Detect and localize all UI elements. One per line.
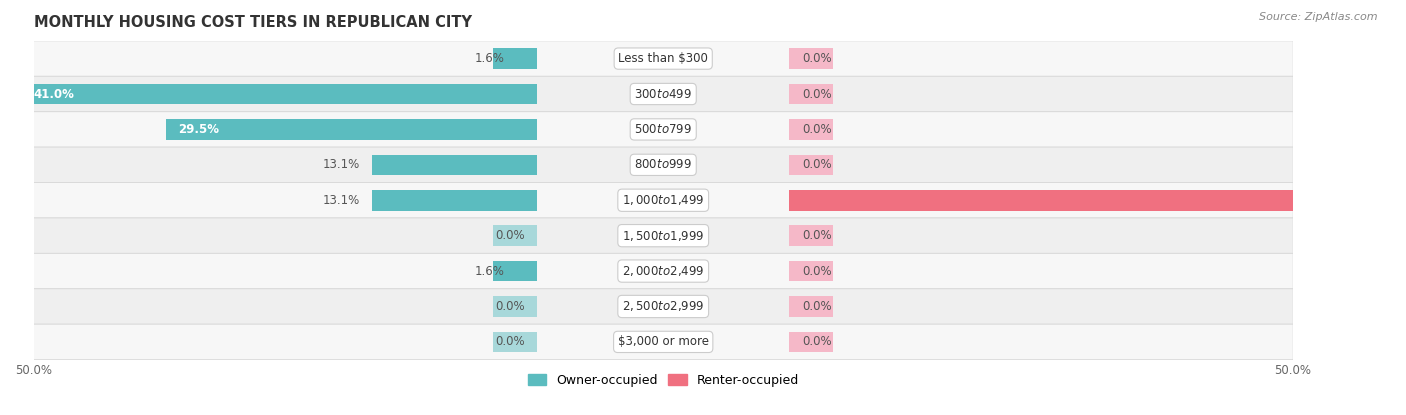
FancyBboxPatch shape xyxy=(34,289,1294,324)
FancyBboxPatch shape xyxy=(34,147,1294,183)
Bar xyxy=(494,332,537,352)
Text: $500 to $799: $500 to $799 xyxy=(634,123,692,136)
Bar xyxy=(166,119,537,140)
Bar xyxy=(494,84,537,104)
Bar xyxy=(517,261,537,281)
Bar xyxy=(494,119,537,140)
Bar xyxy=(789,48,834,69)
Text: 0.0%: 0.0% xyxy=(801,52,831,65)
Bar xyxy=(789,190,1406,210)
Bar xyxy=(494,190,537,210)
Bar xyxy=(21,84,537,104)
Bar xyxy=(789,225,834,246)
Text: 0.0%: 0.0% xyxy=(801,335,831,349)
Bar xyxy=(789,296,834,317)
Text: 0.0%: 0.0% xyxy=(495,229,524,242)
Text: 0.0%: 0.0% xyxy=(801,229,831,242)
Text: 0.0%: 0.0% xyxy=(495,300,524,313)
Bar xyxy=(789,119,834,140)
Text: $800 to $999: $800 to $999 xyxy=(634,159,692,171)
FancyBboxPatch shape xyxy=(34,76,1294,112)
FancyBboxPatch shape xyxy=(34,324,1294,360)
Text: 1.6%: 1.6% xyxy=(475,52,505,65)
FancyBboxPatch shape xyxy=(34,218,1294,254)
Bar xyxy=(517,48,537,69)
FancyBboxPatch shape xyxy=(34,183,1294,218)
Text: 0.0%: 0.0% xyxy=(801,88,831,100)
Text: 0.0%: 0.0% xyxy=(495,335,524,349)
Text: $2,500 to $2,999: $2,500 to $2,999 xyxy=(621,300,704,313)
Text: 29.5%: 29.5% xyxy=(179,123,219,136)
Text: 13.1%: 13.1% xyxy=(322,194,360,207)
Text: Less than $300: Less than $300 xyxy=(619,52,709,65)
Text: MONTHLY HOUSING COST TIERS IN REPUBLICAN CITY: MONTHLY HOUSING COST TIERS IN REPUBLICAN… xyxy=(34,15,471,30)
Bar xyxy=(789,332,834,352)
Text: 0.0%: 0.0% xyxy=(801,300,831,313)
Text: 0.0%: 0.0% xyxy=(801,123,831,136)
Bar xyxy=(789,190,834,210)
Bar xyxy=(789,154,834,175)
Bar xyxy=(494,154,537,175)
FancyBboxPatch shape xyxy=(34,112,1294,147)
Bar xyxy=(494,48,537,69)
Text: 1.6%: 1.6% xyxy=(475,265,505,278)
Text: Source: ZipAtlas.com: Source: ZipAtlas.com xyxy=(1260,12,1378,22)
Text: 0.0%: 0.0% xyxy=(801,265,831,278)
Bar xyxy=(789,261,834,281)
Text: 41.0%: 41.0% xyxy=(34,88,75,100)
Bar xyxy=(789,84,834,104)
Bar xyxy=(373,154,537,175)
Text: 50.0%: 50.0% xyxy=(1365,194,1406,207)
Bar xyxy=(494,261,537,281)
Bar xyxy=(373,190,537,210)
FancyBboxPatch shape xyxy=(34,254,1294,289)
Text: $1,500 to $1,999: $1,500 to $1,999 xyxy=(621,229,704,243)
Text: $1,000 to $1,499: $1,000 to $1,499 xyxy=(621,193,704,207)
Text: $300 to $499: $300 to $499 xyxy=(634,88,692,100)
Bar xyxy=(494,225,537,246)
Text: 13.1%: 13.1% xyxy=(322,159,360,171)
FancyBboxPatch shape xyxy=(34,41,1294,76)
Legend: Owner-occupied, Renter-occupied: Owner-occupied, Renter-occupied xyxy=(523,369,804,392)
Text: $3,000 or more: $3,000 or more xyxy=(617,335,709,349)
Text: $2,000 to $2,499: $2,000 to $2,499 xyxy=(621,264,704,278)
Bar xyxy=(494,296,537,317)
Text: 0.0%: 0.0% xyxy=(801,159,831,171)
